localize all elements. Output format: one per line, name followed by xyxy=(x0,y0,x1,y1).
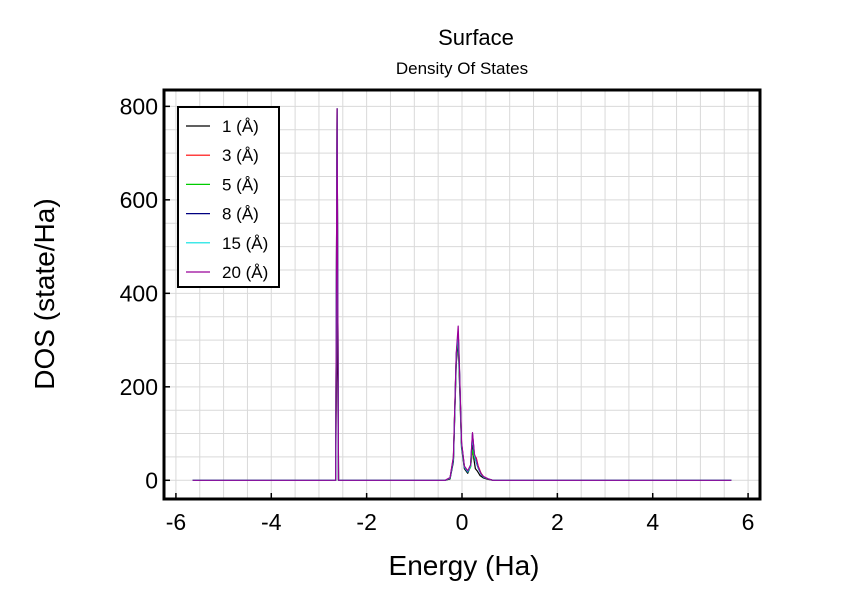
series-line-5 xyxy=(192,108,732,481)
x-tick-label: 4 xyxy=(646,509,659,535)
x-tick-label: -6 xyxy=(166,509,186,535)
legend-label: 1 (Å) xyxy=(222,117,259,136)
y-axis-label: DOS (state/Ha) xyxy=(29,198,60,389)
legend-label: 3 (Å) xyxy=(222,146,259,165)
x-tick-label: 6 xyxy=(742,509,755,535)
y-tick-label: 0 xyxy=(145,467,158,493)
x-tick-label: 0 xyxy=(456,509,469,535)
x-tick-label: -4 xyxy=(261,509,282,535)
legend-label: 20 (Å) xyxy=(222,263,268,282)
grid xyxy=(164,90,760,499)
legend-label: 5 (Å) xyxy=(222,175,259,194)
y-tick-label: 600 xyxy=(120,187,158,213)
y-tick-label: 800 xyxy=(120,93,158,119)
ticks: -6 -4 -2 0 2 4 6 0 200 400 600 800 xyxy=(120,93,755,535)
series-lines xyxy=(192,108,732,481)
x-axis-label: Energy (Ha) xyxy=(389,550,540,581)
y-tick-label: 200 xyxy=(120,374,158,400)
chart-title: Surface xyxy=(438,25,514,50)
y-tick-label: 400 xyxy=(120,280,158,306)
legend-label: 8 (Å) xyxy=(222,205,259,224)
chart-subtitle: Density Of States xyxy=(396,59,528,78)
legend-label: 15 (Å) xyxy=(222,234,268,253)
legend-box xyxy=(177,106,280,288)
x-tick-label: -2 xyxy=(356,509,376,535)
legend: 1 (Å) 3 (Å) 5 (Å) 8 (Å) 15 (Å) 20 (Å) xyxy=(177,106,280,288)
x-tick-label: 2 xyxy=(551,509,564,535)
